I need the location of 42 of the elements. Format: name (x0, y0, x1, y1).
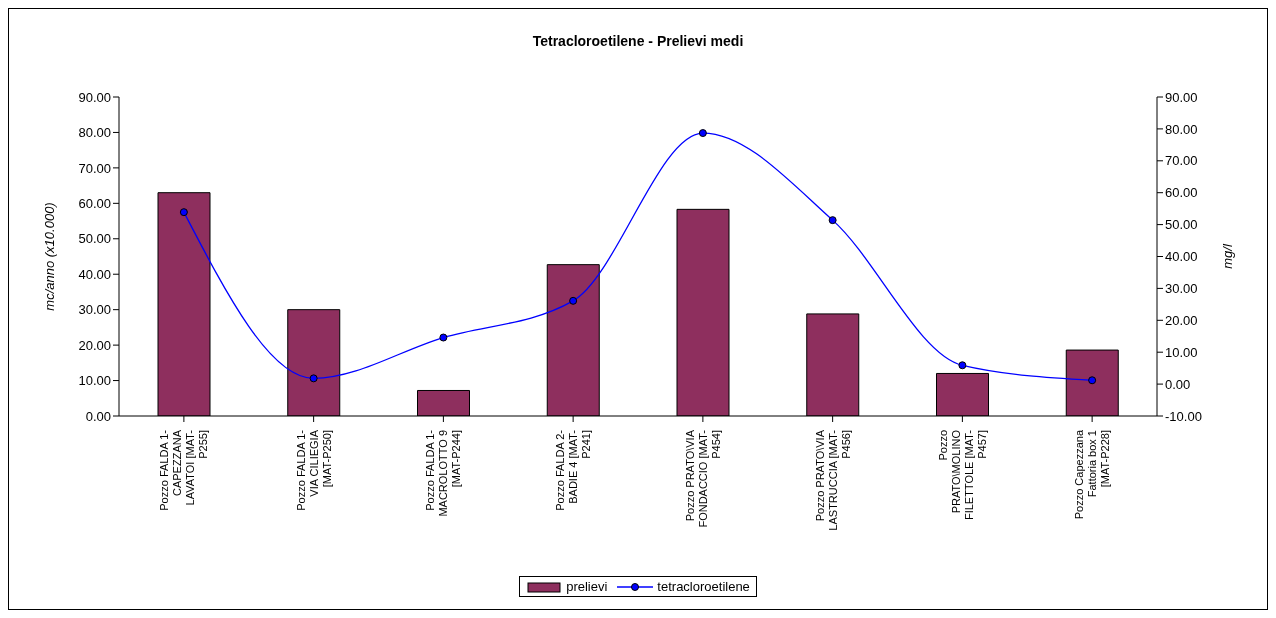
y2-tick-label: 90.00 (1165, 89, 1198, 105)
point (958, 361, 967, 370)
y2-tick-label: 70.00 (1165, 153, 1198, 169)
y-axis-title: mc/anno (x10.000) (41, 202, 57, 311)
y-tick-label: 60.00 (78, 195, 111, 211)
legend-label: tetracloroetilene (656, 579, 750, 594)
legend-label: prelievi (565, 579, 608, 594)
y2-tick-label: 50.00 (1165, 217, 1198, 233)
x-tick-label: Pozzo FALDA 1-VIA CILIEGIA [MAT-P250] (294, 429, 333, 511)
x-tick-label: Pozzo PRATO\VIA LASTRUCCIA [MAT-P456] (813, 429, 852, 531)
point (179, 208, 188, 217)
x-tick-label: Pozzo PRATO\VIA FONDACCIO [MAT-P454] (683, 429, 722, 528)
y2-tick-label: 30.00 (1165, 281, 1198, 297)
y2-axis-title: mg/l (1219, 243, 1235, 269)
y-tick-label: 0.00 (85, 408, 111, 424)
point (309, 374, 318, 383)
y-tick-label: 30.00 (78, 302, 111, 318)
y2-tick-label: 20.00 (1165, 312, 1198, 328)
y-tick-label: 50.00 (78, 231, 111, 247)
y2-tick-label: 0.00 (1165, 376, 1191, 392)
point (569, 296, 578, 305)
y-tick-label: 90.00 (78, 89, 111, 105)
y2-tick-label: 10.00 (1165, 344, 1198, 360)
y2-tick-label: 80.00 (1165, 121, 1198, 137)
y2-tick-label: 60.00 (1165, 185, 1198, 201)
y2-tick-label: 40.00 (1165, 249, 1198, 265)
point (439, 333, 448, 342)
x-tick-label: Pozzo FALDA 1-MACROLOTTO 9 [MAT-P244] (424, 429, 463, 517)
y-tick-label: 20.00 (78, 337, 111, 353)
y-tick-label: 80.00 (78, 125, 111, 141)
point (1088, 376, 1097, 385)
x-tick-label: Pozzo FALDA 2-BADIE 4 [MAT-P241] (554, 429, 593, 511)
y-tick-label: 40.00 (78, 266, 111, 282)
point (698, 129, 707, 138)
y2-tick-label: -10.00 (1165, 408, 1202, 424)
point (828, 216, 837, 225)
x-tick-label: Pozzo FALDA 1-CAPEZZANA LAVATOI [MAT-P255] (158, 429, 210, 511)
y-tick-label: 10.00 (78, 373, 111, 389)
y-tick-label: 70.00 (78, 160, 111, 176)
x-tick-label: Pozzo PRATO\MOLINO FILETTOLE [MAT-P457] (936, 429, 988, 521)
chart-title: Tetracloroetilene - Prelievi medi (531, 33, 745, 49)
x-tick-label: Pozzo Capezzana Fattoria box 1 [MAT-P228] (1073, 429, 1112, 520)
